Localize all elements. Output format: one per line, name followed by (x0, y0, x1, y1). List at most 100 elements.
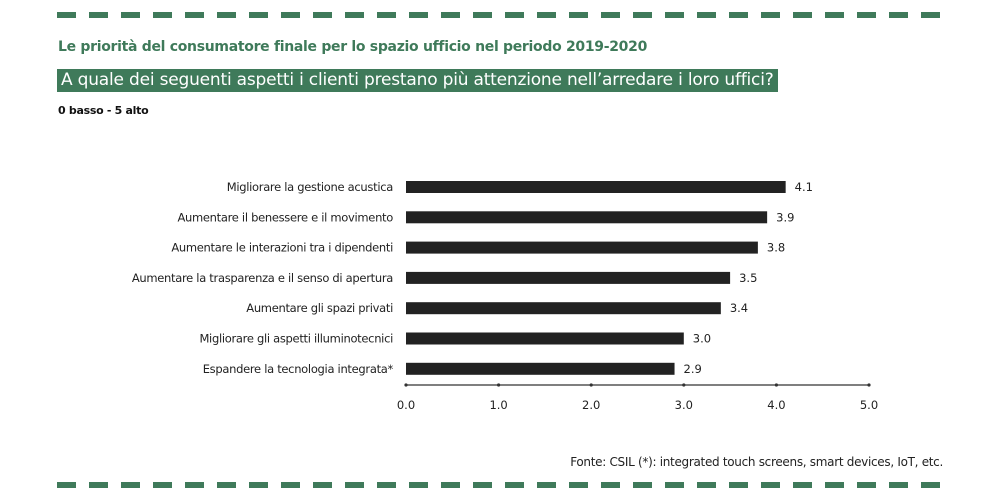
divider-dash (889, 482, 908, 488)
divider-dash (409, 12, 428, 18)
value-labels: 4.1 3.9 3.8 3.5 3.4 3.0 2.9 (684, 180, 813, 376)
divider-dash (505, 12, 524, 18)
x-tick-mark (867, 383, 871, 387)
x-tick-mark (497, 383, 501, 387)
category-label: Aumentare gli spazi privati (246, 301, 393, 315)
divider-dash (377, 12, 396, 18)
divider-dash (249, 12, 268, 18)
bar (406, 362, 675, 375)
divider-dash (601, 12, 620, 18)
divider-dash (345, 482, 364, 488)
bars (406, 181, 786, 375)
category-label: Migliorare gli aspetti illuminotecnici (199, 332, 393, 346)
divider-dash (889, 12, 908, 18)
divider-dash (313, 12, 332, 18)
divider-dash (537, 12, 556, 18)
divider-dash (345, 12, 364, 18)
bar (406, 332, 684, 345)
divider-dash (217, 12, 236, 18)
divider-dash (505, 482, 524, 488)
bar (406, 271, 731, 284)
x-tick-mark (774, 383, 779, 387)
divider-dash (665, 12, 684, 18)
bar (406, 211, 768, 224)
divider-dash (377, 482, 396, 488)
x-tick-label: 1.0 (489, 398, 507, 412)
source-note: Fonte: CSIL (*): integrated touch screen… (570, 455, 943, 469)
divider-dash (153, 12, 172, 18)
value-label: 3.8 (767, 241, 785, 255)
x-tick-label: 3.0 (675, 398, 693, 412)
x-tick-mark (589, 383, 593, 387)
bottom-dashed-divider (57, 482, 945, 488)
divider-dash (473, 12, 492, 18)
divider-dash (633, 482, 652, 488)
divider-dash (153, 482, 172, 488)
divider-dash (441, 482, 460, 488)
category-label: Migliorare la gestione acustica (227, 180, 393, 194)
bar (406, 241, 758, 254)
bar (406, 181, 786, 193)
bar (406, 302, 721, 315)
divider-dash (825, 12, 844, 18)
x-tick-mark (682, 383, 686, 387)
value-label: 3.0 (693, 332, 711, 346)
divider-dash (313, 482, 332, 488)
category-label: Aumentare le interazioni tra i dipendent… (171, 241, 393, 255)
divider-dash (921, 12, 940, 18)
value-label: 3.4 (730, 301, 748, 315)
divider-dash (793, 482, 812, 488)
divider-dash (729, 482, 748, 488)
divider-dash (121, 12, 140, 18)
value-label: 3.5 (739, 271, 757, 285)
x-tick-label: 4.0 (767, 398, 785, 412)
divider-dash (793, 12, 812, 18)
value-label: 3.9 (776, 210, 794, 224)
divider-dash (857, 12, 876, 18)
divider-dash (281, 482, 300, 488)
value-label: 2.9 (684, 362, 702, 376)
chart-title: Le priorità del consumatore finale per l… (58, 39, 648, 55)
x-tick-label: 5.0 (860, 398, 878, 412)
divider-dash (217, 482, 236, 488)
divider-dash (409, 482, 428, 488)
divider-dash (89, 482, 108, 488)
divider-dash (249, 482, 268, 488)
divider-dash (761, 12, 780, 18)
scale-note: 0 basso - 5 alto (58, 104, 149, 117)
category-label: Aumentare il benessere e il movimento (177, 210, 393, 224)
chart-question-banner: A quale dei seguenti aspetti i clienti p… (57, 69, 778, 92)
divider-dash (857, 482, 876, 488)
divider-dash (601, 482, 620, 488)
divider-dash (633, 12, 652, 18)
divider-dash (57, 12, 76, 18)
category-label: Espandere la tecnologia integrata* (203, 362, 394, 376)
divider-dash (537, 482, 556, 488)
x-tick-mark (404, 383, 408, 387)
divider-dash (185, 482, 204, 488)
divider-dash (825, 482, 844, 488)
divider-dash (441, 12, 460, 18)
divider-dash (569, 12, 588, 18)
divider-dash (121, 482, 140, 488)
divider-dash (697, 12, 716, 18)
divider-dash (921, 482, 940, 488)
x-tick-label: 2.0 (582, 398, 600, 412)
divider-dash (281, 12, 300, 18)
divider-dash (57, 482, 76, 488)
x-tick-label: 0.0 (397, 398, 415, 412)
divider-dash (89, 12, 108, 18)
divider-dash (697, 482, 716, 488)
divider-dash (729, 12, 748, 18)
category-labels: Migliorare la gestione acustica Aumentare… (132, 180, 394, 376)
value-label: 4.1 (795, 180, 813, 194)
divider-dash (473, 482, 492, 488)
category-label: Aumentare la trasparenza e il senso di a… (132, 271, 393, 285)
divider-dash (761, 482, 780, 488)
divider-dash (185, 12, 204, 18)
x-axis: 0.0 1.0 2.0 3.0 4.0 5.0 (397, 383, 878, 412)
divider-dash (665, 482, 684, 488)
divider-dash (569, 482, 588, 488)
top-dashed-divider (57, 12, 945, 18)
